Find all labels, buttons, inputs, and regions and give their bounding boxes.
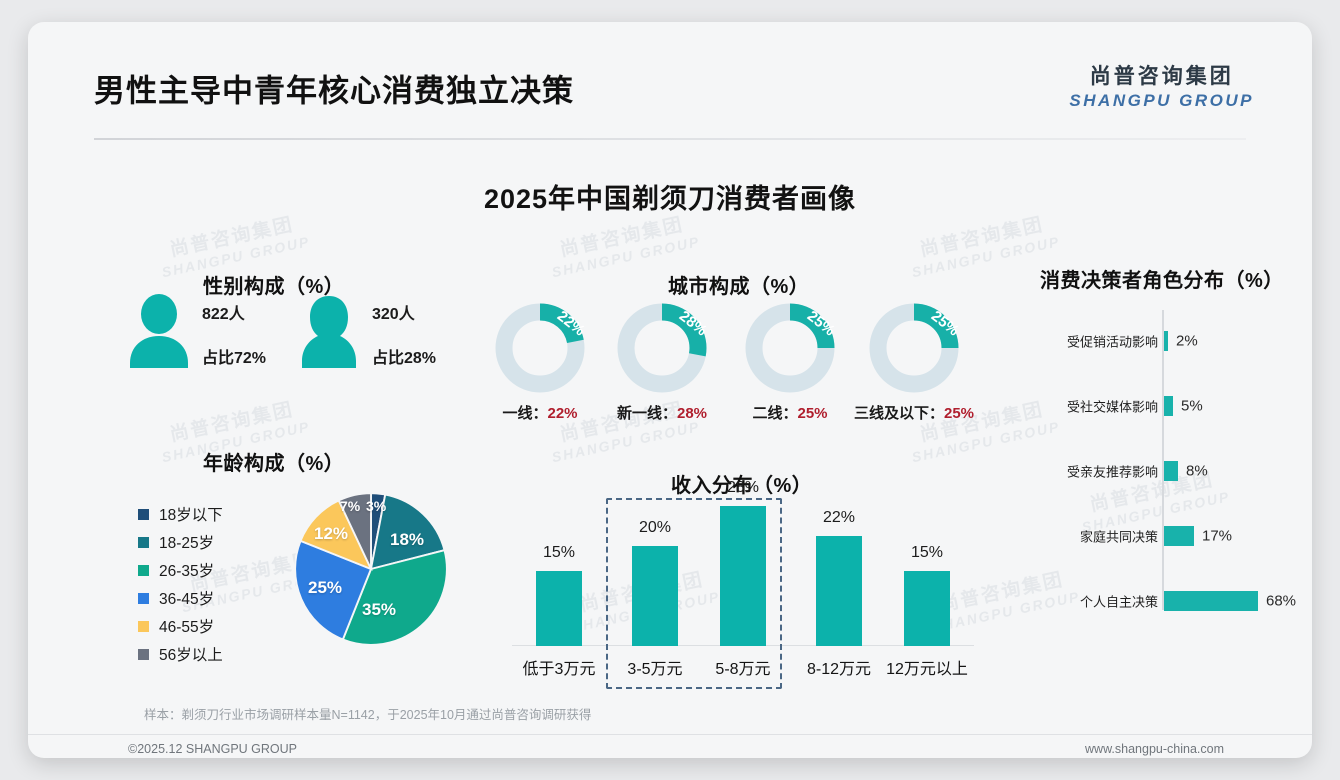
donut-svg: [869, 303, 959, 393]
gender-male-text: 822人 占比72%: [202, 306, 267, 367]
decision-bar-rect[interactable]: [1164, 396, 1173, 416]
bar-rect[interactable]: [816, 536, 862, 646]
bar-value-label: 22%: [822, 509, 856, 526]
female-person-icon: [302, 296, 356, 368]
decision-role-bar-chart: 受促销活动影响 2% 受社交媒体影响 5% 受亲友推荐影响 8% 家庭共同决策 …: [1040, 302, 1298, 620]
bar-category-label: 3-5万元: [627, 661, 683, 678]
decision-bar-rect[interactable]: [1164, 331, 1168, 351]
copyright-text: ©2025.12 SHANGPU GROUP: [128, 742, 297, 756]
age-pie-chart[interactable]: 3% 18% 35% 25% 12% 7%: [292, 490, 450, 648]
legend-swatch-icon: [138, 620, 149, 632]
income-section-title: 收入分布（%）: [671, 475, 813, 497]
city-donut-tier1[interactable]: 22% 一线：22%: [490, 298, 590, 422]
bar-value-label: 28%: [726, 479, 760, 496]
decision-bar-rect[interactable]: [1164, 461, 1178, 481]
website-link[interactable]: www.shangpu-china.com: [1085, 742, 1224, 756]
header-divider: [94, 138, 1246, 140]
page-title: 男性主导中青年核心消费独立决策: [94, 73, 574, 109]
decision-bar-rect[interactable]: [1164, 591, 1258, 611]
income-bar-group[interactable]: 28% 5-8万元: [715, 479, 770, 678]
donut-caption: 三线及以下：25%: [853, 405, 975, 422]
decision-bar-rect[interactable]: [1164, 526, 1194, 546]
city-donut-newtier1[interactable]: 28% 新一线：28%: [612, 298, 712, 422]
legend-swatch-icon: [138, 592, 149, 604]
sample-note: 样本：剃须刀行业市场调研样本量N=1142，于2025年10月通过尚普咨询调研获…: [144, 708, 592, 722]
legend-item[interactable]: 18岁以下: [138, 500, 223, 528]
logo-chinese-text: 尚普咨询集团: [1089, 65, 1234, 88]
legend-item[interactable]: 18-25岁: [138, 528, 223, 556]
footer-divider: [28, 734, 1312, 735]
chart-main-title: 2025年中国剃须刀消费者画像: [483, 184, 857, 214]
donut-svg: [745, 303, 835, 393]
donut-caption: 新一线：28%: [616, 405, 708, 422]
city-section-title: 城市构成（%）: [668, 276, 810, 298]
age-pie-svg: [294, 492, 448, 646]
income-bar-group[interactable]: 22% 8-12万元: [807, 509, 871, 678]
decision-category-label: 个人自主决策: [1079, 594, 1158, 610]
bar-value-label: 15%: [542, 544, 576, 561]
bar-category-label: 12万元以上: [886, 661, 968, 678]
income-highlight-box: [606, 498, 782, 689]
decision-row[interactable]: 个人自主决策 68%: [1040, 588, 1298, 614]
decision-value-label: 8%: [1186, 462, 1208, 480]
bar-rect[interactable]: [632, 546, 678, 646]
income-bar-group[interactable]: 15% 低于3万元: [523, 544, 596, 678]
legend-item[interactable]: 56岁以上: [138, 640, 223, 668]
decision-value-label: 68%: [1266, 592, 1297, 610]
decision-category-label: 家庭共同决策: [1079, 529, 1158, 545]
decision-category-label: 受促销活动影响: [1066, 334, 1158, 350]
gender-female-text: 320人 占比28%: [372, 306, 437, 367]
legend-swatch-icon: [138, 648, 149, 660]
age-section-title: 年龄构成（%）: [203, 453, 345, 475]
bar-category-label: 低于3万元: [522, 661, 596, 678]
bar-value-label: 20%: [638, 519, 672, 536]
slide-card: 男性主导中青年核心消费独立决策 尚普咨询集团 SHANGPU GROUP 尚普咨…: [28, 22, 1312, 758]
legend-swatch-icon: [138, 564, 149, 576]
pie-value-label: 3%: [366, 498, 387, 514]
decision-category-label: 受亲友推荐影响: [1066, 464, 1158, 480]
income-bar-chart: 15% 低于3万元 20% 3-5万元 28% 5-8万元 22% 8-12万元…: [508, 479, 978, 689]
city-donut-tier3[interactable]: 25% 三线及以下：25%: [854, 298, 974, 422]
legend-item[interactable]: 36-45岁: [138, 584, 223, 612]
age-pie-legend: 18岁以下 18-25岁 26-35岁 36-45岁 46-55岁 56岁以上: [138, 500, 223, 668]
slide-header: 男性主导中青年核心消费独立决策 尚普咨询集团 SHANGPU GROUP: [28, 22, 1312, 120]
decision-axis-line: [1162, 310, 1164, 610]
city-donut-tier2[interactable]: 25% 二线：25%: [740, 298, 840, 422]
donut-caption: 一线：22%: [502, 405, 578, 422]
donut-svg: [617, 303, 707, 393]
pie-value-label: 12%: [314, 524, 349, 543]
pie-value-label: 18%: [390, 530, 425, 549]
decision-row[interactable]: 受亲友推荐影响 8%: [1040, 458, 1298, 484]
gender-section-title: 性别构成（%）: [203, 276, 345, 298]
income-bar-group[interactable]: 15% 12万元以上: [886, 544, 968, 678]
bar-rect[interactable]: [536, 571, 582, 646]
decision-value-label: 2%: [1176, 332, 1198, 350]
decision-value-label: 5%: [1181, 397, 1203, 415]
legend-swatch-icon: [138, 536, 149, 548]
legend-item[interactable]: 26-35岁: [138, 556, 223, 584]
decision-row[interactable]: 受社交媒体影响 5%: [1040, 393, 1298, 419]
male-person-icon: [130, 294, 188, 368]
donut-caption: 二线：25%: [752, 405, 828, 422]
decision-category-label: 受社交媒体影响: [1066, 399, 1158, 415]
pie-value-label: 7%: [340, 498, 361, 514]
decision-row[interactable]: 家庭共同决策 17%: [1040, 523, 1298, 549]
legend-swatch-icon: [138, 508, 149, 520]
income-bar-group[interactable]: 20% 3-5万元: [627, 519, 682, 678]
decision-section-title: 消费决策者角色分布（%）: [1040, 270, 1284, 292]
pie-value-label: 35%: [362, 600, 397, 619]
donut-svg: [495, 303, 585, 393]
brand-logo: 尚普咨询集团 SHANGPU GROUP: [1069, 66, 1254, 109]
bar-rect[interactable]: [904, 571, 950, 646]
legend-item[interactable]: 46-55岁: [138, 612, 223, 640]
bar-category-label: 8-12万元: [806, 661, 872, 678]
logo-english-text: SHANGPU GROUP: [1069, 91, 1254, 110]
bar-category-label: 5-8万元: [715, 661, 771, 678]
decision-value-label: 17%: [1202, 527, 1233, 545]
decision-row[interactable]: 受促销活动影响 2%: [1040, 328, 1298, 354]
bar-rect[interactable]: [720, 506, 766, 646]
bar-value-label: 15%: [910, 544, 944, 561]
pie-value-label: 25%: [308, 578, 343, 597]
